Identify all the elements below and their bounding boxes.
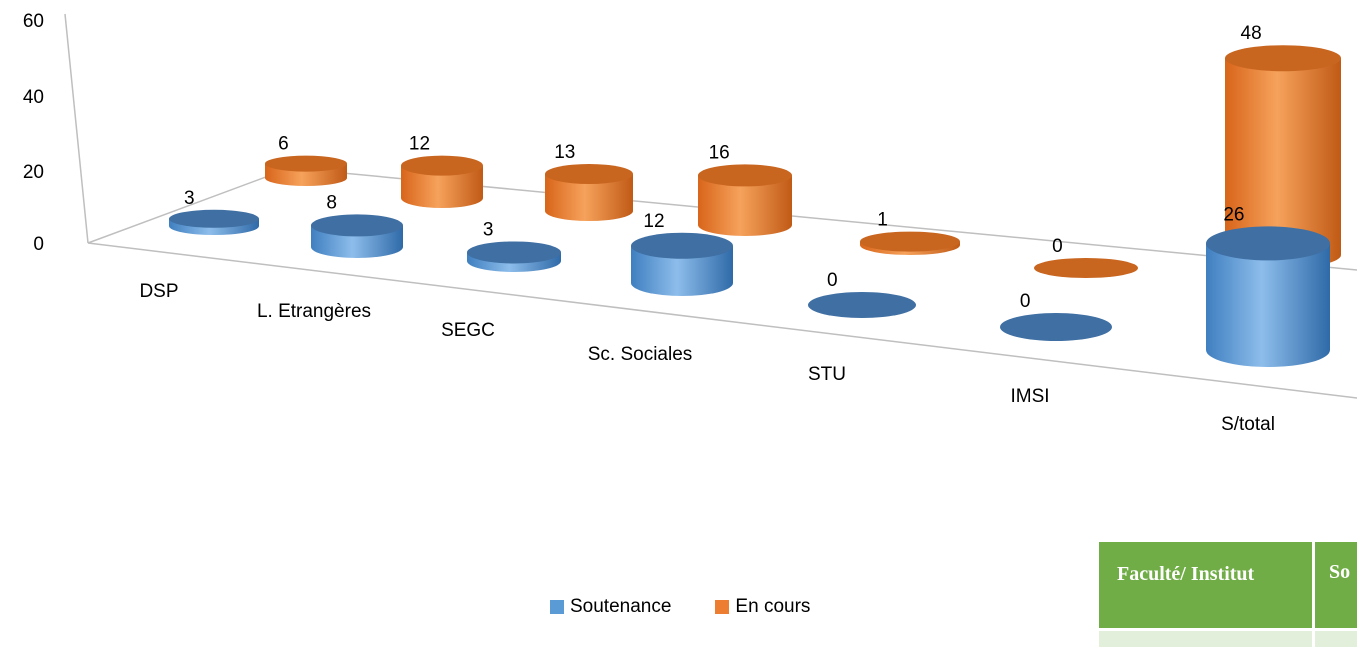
table-fragment: Faculté/ Institut So <box>1099 542 1357 647</box>
legend-swatch-blue <box>550 600 564 614</box>
bar-soutenance-top <box>631 232 733 259</box>
legend-label-en-cours: En cours <box>735 596 811 617</box>
legend: Soutenance En cours <box>550 596 846 618</box>
y-tick-label: 60 <box>23 11 44 32</box>
bar-en-cours-top <box>401 155 483 176</box>
data-label: 26 <box>1223 204 1244 225</box>
category-label: IMSI <box>1010 386 1049 407</box>
data-label: 48 <box>1241 23 1262 44</box>
bar-soutenance-top <box>311 214 403 237</box>
y-axis-line <box>64 13 89 244</box>
bar-en-cours-top <box>1225 45 1341 72</box>
bar-en-cours <box>1034 258 1138 278</box>
bar-soutenance <box>169 209 259 235</box>
bar-soutenance <box>631 232 733 296</box>
data-label: 0 <box>1052 236 1063 257</box>
bar-en-cours <box>698 164 792 236</box>
category-label: SEGC <box>441 320 495 341</box>
floor-front-line <box>87 242 1357 399</box>
category-label: Sc. Sociales <box>588 344 693 365</box>
bar-soutenance-body <box>1206 243 1330 367</box>
y-tick-label: 20 <box>23 162 44 183</box>
bar-soutenance-top <box>1206 226 1330 261</box>
data-label: 6 <box>278 134 289 155</box>
table-row-cell <box>1315 631 1357 647</box>
data-label: 8 <box>326 192 337 213</box>
bar-soutenance <box>311 214 403 258</box>
bar-en-cours-body <box>401 165 483 208</box>
bar-soutenance-top <box>1000 313 1112 341</box>
legend-label-soutenance: Soutenance <box>570 596 672 617</box>
bar-soutenance-body <box>631 245 733 296</box>
bar-en-cours-top <box>1034 258 1138 278</box>
bar-en-cours <box>860 231 960 255</box>
table-header-soutenance: So <box>1315 542 1357 628</box>
bar-en-cours <box>545 163 633 221</box>
legend-item-en-cours: En cours <box>715 596 810 618</box>
bar-en-cours <box>401 155 483 208</box>
bar-en-cours-body <box>698 175 792 236</box>
floor-back-edge <box>87 167 291 244</box>
category-label: STU <box>808 364 846 385</box>
category-label: S/total <box>1221 414 1275 435</box>
data-label: 16 <box>709 142 730 163</box>
data-label: 12 <box>409 134 430 155</box>
bar-soutenance <box>1000 313 1112 341</box>
data-label: 12 <box>643 211 664 232</box>
table-row-cell <box>1099 631 1312 647</box>
category-label: L. Etrangères <box>257 301 371 322</box>
data-label: 1 <box>877 210 888 231</box>
data-label: 3 <box>184 188 195 209</box>
data-label: 13 <box>554 142 575 163</box>
legend-swatch-orange <box>715 600 730 614</box>
category-label: DSP <box>139 281 178 302</box>
bar-en-cours-top <box>860 231 960 252</box>
bar-soutenance <box>1206 226 1330 367</box>
bar-en-cours-top <box>265 155 347 172</box>
bar-en-cours-body <box>545 173 633 221</box>
bar-soutenance <box>808 292 916 318</box>
bar-en-cours-top <box>698 164 792 187</box>
bar-soutenance-top <box>467 241 561 264</box>
bar-en-cours <box>1225 45 1341 269</box>
y-tick-label: 0 <box>33 234 44 255</box>
bar-en-cours-body <box>1225 58 1341 269</box>
data-label: 3 <box>483 219 494 240</box>
bar-en-cours-top <box>545 163 633 184</box>
bar-soutenance-top <box>808 292 916 318</box>
bar-en-cours <box>265 155 347 186</box>
bar-soutenance-top <box>169 209 259 228</box>
bar-soutenance <box>467 241 561 272</box>
legend-item-soutenance: Soutenance <box>550 596 671 618</box>
data-label: 0 <box>827 270 838 291</box>
table-header-faculte: Faculté/ Institut <box>1099 542 1312 628</box>
data-label: 0 <box>1020 291 1031 312</box>
y-tick-label: 40 <box>23 87 44 108</box>
